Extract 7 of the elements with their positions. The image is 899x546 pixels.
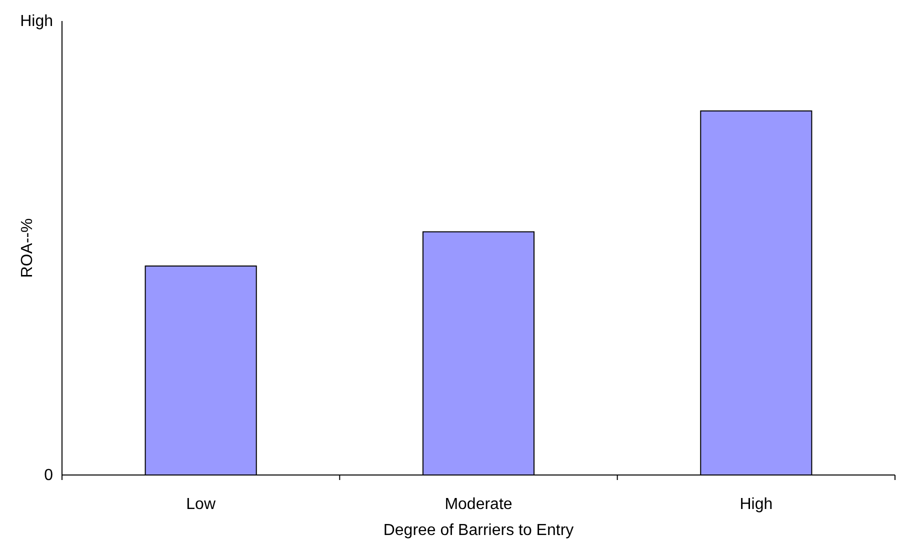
x-tick-label: Moderate [444,496,512,513]
x-axis-title: Degree of Barriers to Entry [383,522,574,539]
x-tick-label: High [740,496,773,513]
text: High [20,13,53,30]
text: 0 [44,467,54,484]
x-tick-label: Low [186,496,216,513]
y-axis-title: ROA--% [19,218,36,278]
